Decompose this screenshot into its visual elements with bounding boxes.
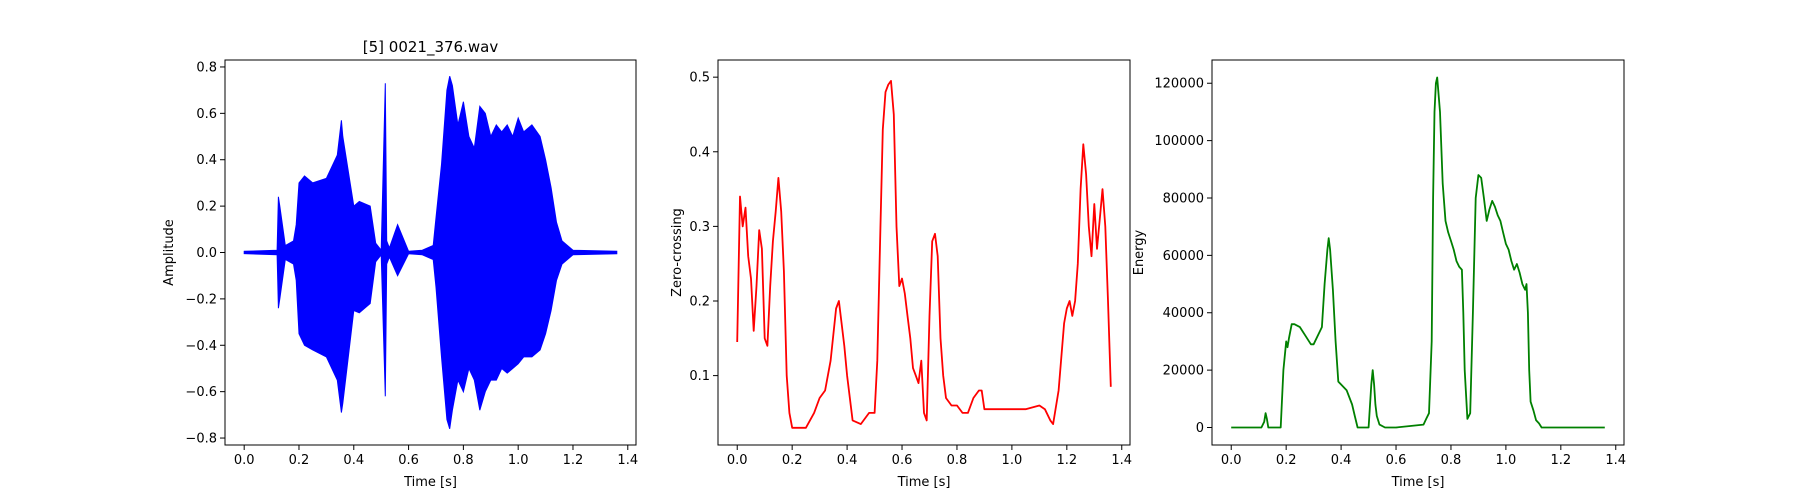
zero-crossing-x-ticks: 0.0 0.2 0.4 0.6 0.8 1.0 1.2 1.4 — [727, 445, 1132, 468]
panel-waveform: 0.0 0.2 0.4 0.6 0.8 1.0 1.2 1.4 −0.8−0.6−0.4−0.… — [162, 38, 638, 490]
zero-crossing-y-tick-label: 0.1 — [689, 369, 710, 384]
zero-crossing-y-tick-label: 0.3 — [689, 220, 710, 235]
zero-crossing-series — [736, 80, 1112, 429]
energy-ylabel: Energy — [1132, 229, 1147, 275]
energy-x-tick-label: 1.0 — [1496, 453, 1517, 468]
zero-crossing-x-tick-label: 1.0 — [1002, 453, 1023, 468]
energy-x-tick-label: 1.2 — [1550, 453, 1571, 468]
waveform-y-tick-label: 0.8 — [196, 60, 217, 75]
energy-axes-frame — [1211, 59, 1625, 446]
energy-x-tick-label: 1.4 — [1605, 453, 1626, 468]
energy-x-tick-label: 0.4 — [1331, 453, 1352, 468]
waveform-x-tick-label: 0.0 — [234, 453, 255, 468]
waveform-x-tick-label: 0.2 — [289, 453, 310, 468]
energy-y-ticks: 0 20000 40000 60000 80000 100000 120000 — [1154, 77, 1212, 436]
energy-x-ticks: 0.0 0.2 0.4 0.6 0.8 1.0 1.2 1.4 — [1221, 445, 1626, 468]
zero-crossing-x-tick-label: 0.2 — [782, 453, 803, 468]
zero-crossing-y-tick-label: 0.5 — [689, 71, 710, 86]
waveform-title: [5] 0021_376.wav — [363, 38, 499, 57]
waveform-series — [243, 76, 618, 429]
zero-crossing-x-tick-label: 0.4 — [837, 453, 858, 468]
waveform-x-tick-label: 0.4 — [343, 453, 364, 468]
waveform-y-tick-label: 0.4 — [196, 153, 217, 168]
panel-energy: 0.0 0.2 0.4 0.6 0.8 1.0 1.2 1.4 0 20000 40000 6000… — [1132, 59, 1626, 490]
energy-y-tick-label: 60000 — [1163, 249, 1204, 264]
zero-crossing-ylabel: Zero-crossing — [670, 208, 685, 297]
zero-crossing-y-tick-label: 0.2 — [689, 294, 710, 309]
waveform-y-tick-label: 0.2 — [196, 200, 217, 215]
waveform-y-ticks: −0.8 −0.6 −0.4 −0.2 0.0 0.2 0.4 0.6 0.8 — [185, 60, 225, 447]
waveform-y-tick-label: −0.6 — [185, 385, 217, 400]
zero-crossing-y-tick-label: 0.4 — [689, 145, 710, 160]
energy-y-tick-label: 40000 — [1163, 306, 1204, 321]
energy-x-tick-label: 0.2 — [1276, 453, 1297, 468]
energy-y-tick-label: 0 — [1196, 421, 1204, 436]
waveform-x-tick-label: 0.6 — [398, 453, 419, 468]
waveform-ylabel: Amplitude — [162, 219, 177, 286]
zero-crossing-xlabel: Time [s] — [897, 475, 951, 490]
zero-crossing-x-tick-label: 1.2 — [1056, 453, 1077, 468]
zero-crossing-line — [736, 80, 1112, 429]
zero-crossing-y-ticks: 0.1 0.2 0.3 0.4 0.5 — [689, 71, 718, 384]
energy-series — [1231, 76, 1605, 429]
zero-crossing-x-tick-label: 0.8 — [947, 453, 968, 468]
zero-crossing-x-tick-label: 0.6 — [892, 453, 913, 468]
waveform-x-tick-label: 1.0 — [508, 453, 529, 468]
energy-line — [1231, 76, 1605, 429]
zero-crossing-x-tick-label: 0.0 — [727, 453, 748, 468]
waveform-y-tick-label: −0.8 — [185, 432, 217, 447]
waveform-y-tick-label: 0.6 — [196, 107, 217, 122]
waveform-x-tick-label: 0.8 — [453, 453, 474, 468]
waveform-y-tick-label: 0.0 — [196, 246, 217, 261]
waveform-x-tick-label: 1.2 — [563, 453, 584, 468]
energy-y-tick-label: 100000 — [1154, 134, 1204, 149]
waveform-x-ticks: 0.0 0.2 0.4 0.6 0.8 1.0 1.2 1.4 — [234, 445, 638, 468]
energy-y-tick-label: 20000 — [1163, 364, 1204, 379]
energy-x-tick-label: 0.8 — [1441, 453, 1462, 468]
energy-xlabel: Time [s] — [1391, 475, 1445, 490]
energy-y-tick-label: 120000 — [1154, 77, 1204, 92]
zero-crossing-x-tick-label: 1.4 — [1111, 453, 1132, 468]
panel-zero-crossing: 0.0 0.2 0.4 0.6 0.8 1.0 1.2 1.4 0.1 0.2 0.3 0.4 0.5… — [670, 59, 1132, 490]
energy-x-tick-label: 0.0 — [1221, 453, 1242, 468]
energy-x-tick-label: 0.6 — [1386, 453, 1407, 468]
waveform-y-tick-label: −0.4 — [185, 339, 217, 354]
waveform-xlabel: Time [s] — [403, 475, 457, 490]
zero-crossing-axes-frame — [717, 59, 1131, 446]
waveform-y-tick-label: −0.2 — [185, 292, 217, 307]
waveform-x-tick-label: 1.4 — [617, 453, 638, 468]
energy-y-tick-label: 80000 — [1163, 191, 1204, 206]
